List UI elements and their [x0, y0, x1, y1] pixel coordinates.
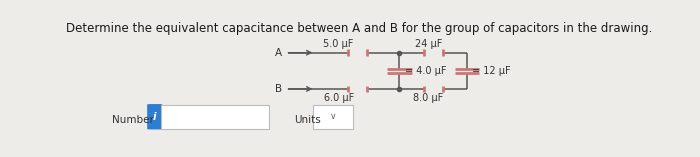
Text: Number: Number	[112, 115, 154, 125]
Text: 8.0 μF: 8.0 μF	[413, 93, 443, 103]
Text: ∨: ∨	[330, 112, 336, 121]
Text: = 12 μF: = 12 μF	[472, 66, 510, 76]
Text: A: A	[274, 48, 281, 58]
FancyBboxPatch shape	[313, 105, 354, 129]
Text: 6.0 μF: 6.0 μF	[323, 93, 354, 103]
Text: = 4.0 μF: = 4.0 μF	[405, 66, 447, 76]
Text: i: i	[153, 112, 157, 122]
Text: Units: Units	[294, 115, 321, 125]
Text: Determine the equivalent capacitance between A and B for the group of capacitors: Determine the equivalent capacitance bet…	[66, 22, 652, 35]
Text: 5.0 μF: 5.0 μF	[323, 39, 354, 49]
Text: B: B	[274, 84, 281, 94]
Text: 24 μF: 24 μF	[414, 39, 442, 49]
FancyBboxPatch shape	[147, 104, 162, 130]
FancyBboxPatch shape	[161, 105, 270, 129]
